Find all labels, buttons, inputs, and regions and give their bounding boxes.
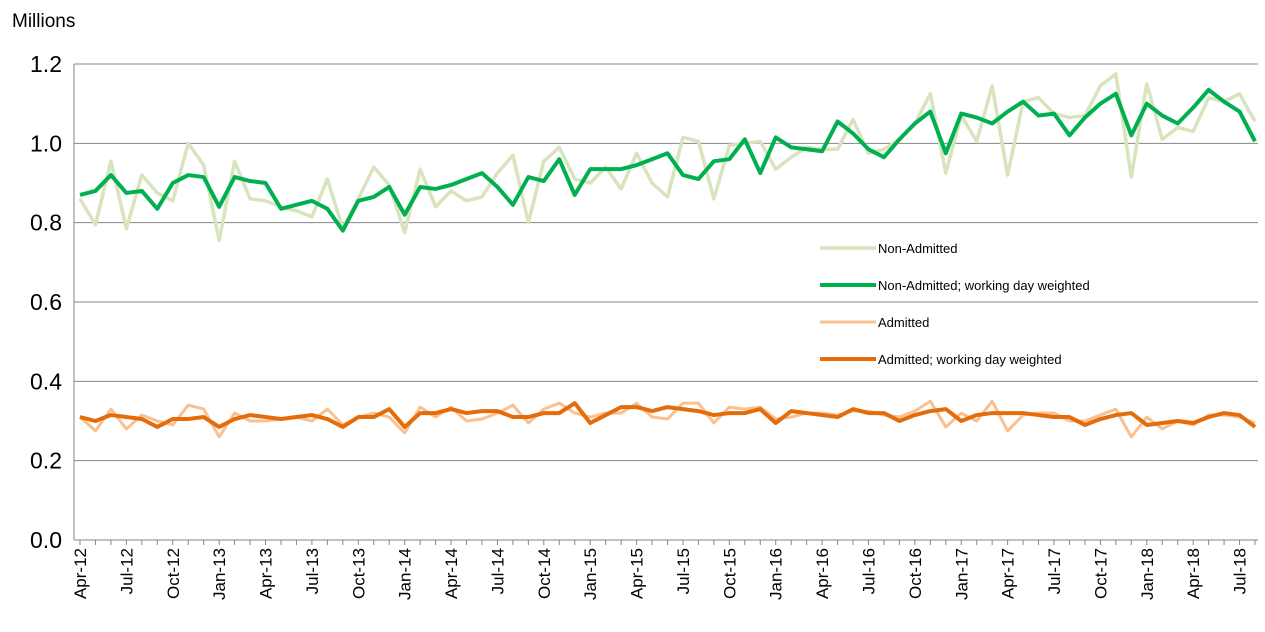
x-tick-label: Oct-13 [349,548,368,599]
y-tick-label: 0.2 [30,448,62,474]
x-tick-label: Jul-15 [674,548,693,594]
data-line [79,87,1257,233]
data-line [78,72,1257,243]
x-tick-label: Oct-14 [535,548,554,599]
x-tick-label: Apr-12 [71,548,90,599]
y-tick-label: 0.8 [30,210,62,236]
x-tick-label: Apr-15 [628,548,647,599]
x-tick-label: Jul-18 [1231,548,1250,594]
y-tick-label: 0.0 [30,527,62,553]
y-tick-label: 0.4 [30,368,62,394]
y-axis-label: Millions [12,11,75,32]
x-tick-label: Apr-16 [813,548,832,599]
x-tick-label: Jan-16 [767,548,786,600]
legend-label: Non-Admitted [878,241,957,256]
x-tick-label: Apr-13 [257,548,276,599]
x-tick-label: Jul-16 [859,548,878,594]
x-tick-label: Oct-12 [164,548,183,599]
x-tick-label: Oct-15 [720,548,739,599]
x-tick-label: Jul-12 [117,548,136,594]
y-tick-label: 0.6 [30,289,62,315]
legend-label: Non-Admitted; working day weighted [878,278,1090,293]
x-tick-label: Jan-15 [581,548,600,600]
y-tick-label: 1.2 [30,51,62,77]
x-tick-label: Jul-14 [488,548,507,594]
x-tick-label: Apr-14 [442,548,461,599]
x-tick-label: Jul-17 [1045,548,1064,594]
x-tick-label: Jan-14 [396,548,415,600]
x-tick-label: Apr-18 [1184,548,1203,599]
x-tick-label: Oct-17 [1091,548,1110,599]
x-tick-label: Jul-13 [303,548,322,594]
data-line [79,401,1257,429]
y-tick-label: 1.0 [30,130,62,156]
x-tick-label: Apr-17 [999,548,1018,599]
x-tick-label: Jan-17 [952,548,971,600]
x-tick-label: Oct-16 [906,548,925,599]
legend-label: Admitted; working day weighted [878,352,1062,367]
legend-label: Admitted [878,315,929,330]
x-tick-label: Jan-13 [210,548,229,600]
x-tick-label: Jan-18 [1138,548,1157,600]
